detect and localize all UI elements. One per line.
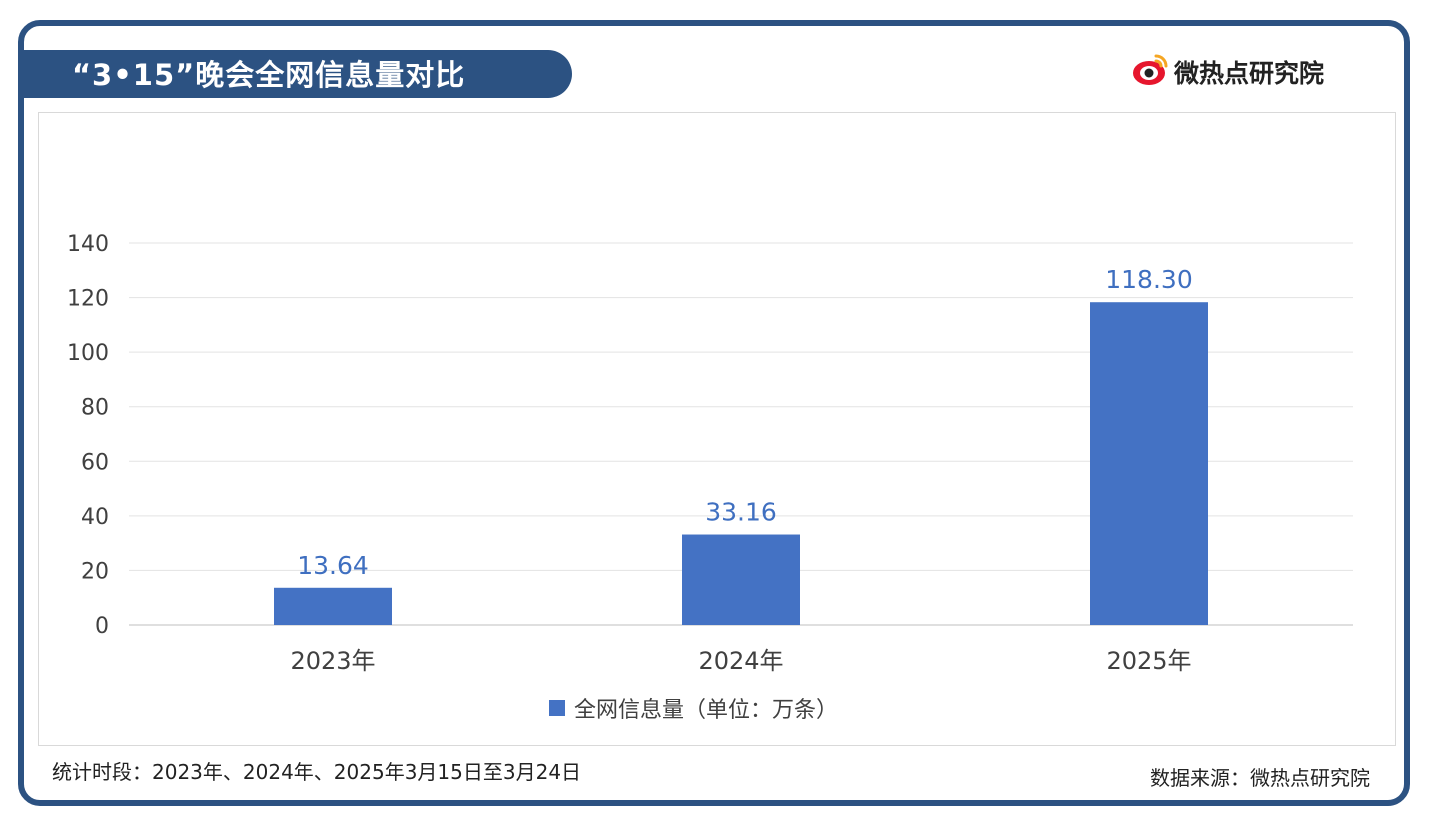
source-note: 数据来源：微热点研究院 bbox=[1150, 766, 1370, 790]
legend-label: 全网信息量（单位：万条） bbox=[574, 698, 838, 723]
weibo-eye-icon bbox=[1133, 54, 1168, 85]
y-tick-label: 80 bbox=[81, 396, 109, 421]
x-tick-label: 2024年 bbox=[698, 647, 783, 675]
bar bbox=[274, 587, 392, 625]
chart-panel: 0 20 40 60 80 100 120 140 13.64 33.16 118.30 2023… bbox=[38, 112, 1396, 746]
x-axis: 2023年 2024年 2025年 bbox=[290, 647, 1191, 675]
y-tick-label: 120 bbox=[67, 287, 109, 312]
y-tick-label: 0 bbox=[95, 614, 109, 639]
data-label: 118.30 bbox=[1105, 265, 1192, 294]
y-tick-label: 40 bbox=[81, 505, 109, 530]
bars bbox=[274, 302, 1208, 625]
bar bbox=[682, 534, 800, 625]
x-tick-label: 2025年 bbox=[1106, 647, 1191, 675]
legend: 全网信息量（单位：万条） bbox=[549, 698, 838, 723]
y-tick-label: 140 bbox=[67, 232, 109, 257]
legend-swatch bbox=[549, 700, 565, 716]
page-title: “3•15”晚会全网信息量对比 bbox=[72, 58, 466, 92]
data-label: 13.64 bbox=[297, 551, 369, 580]
data-labels: 13.64 33.16 118.30 bbox=[297, 265, 1193, 580]
brand-logo: 微热点研究院 bbox=[1130, 44, 1324, 100]
title-banner bbox=[24, 50, 572, 98]
y-tick-label: 20 bbox=[81, 559, 109, 584]
y-tick-label: 100 bbox=[67, 341, 109, 366]
bar bbox=[1090, 302, 1208, 625]
x-tick-label: 2023年 bbox=[290, 647, 375, 675]
brand-name: 微热点研究院 bbox=[1174, 59, 1325, 88]
period-note: 统计时段：2023年、2024年、2025年3月15日至3月24日 bbox=[52, 760, 582, 784]
y-axis: 0 20 40 60 80 100 120 140 bbox=[67, 232, 109, 639]
y-tick-label: 60 bbox=[81, 450, 109, 475]
legend-item: 全网信息量（单位：万条） bbox=[549, 698, 838, 723]
data-label: 33.16 bbox=[705, 498, 777, 527]
bar-chart: 0 20 40 60 80 100 120 140 13.64 33.16 118.30 2023… bbox=[67, 232, 1353, 723]
